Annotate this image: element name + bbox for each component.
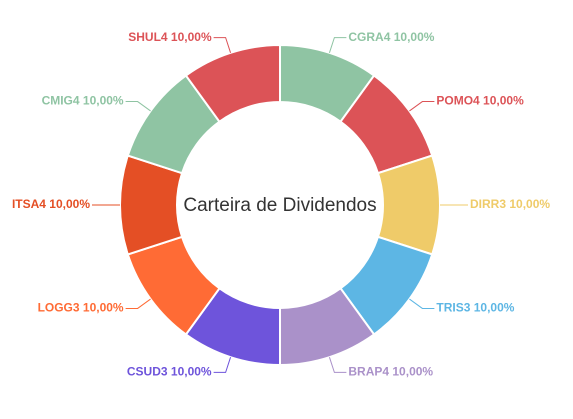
leader-line-logg3 [125,298,151,309]
leader-line-tris3 [409,298,435,309]
slice-label-cgra4: CGRA4 10,00% [348,30,434,44]
leader-line-shul4 [213,37,232,53]
leader-line-pomo4 [409,101,435,112]
leader-line-cmig4 [125,101,151,112]
slice-label-itsa4: ITSA4 10,00% [12,197,90,211]
chart-title: Carteira de Dividendos [183,195,376,216]
slice-label-shul4: SHUL4 10,00% [128,30,212,44]
slice-label-cmig4: CMIG4 10,00% [42,94,124,108]
slice-label-logg3: LOGG3 10,00% [38,301,124,315]
chart-labels: CGRA4 10,00% POMO4 10,00% DIRR3 10,00% TRIS… [12,30,550,379]
slice-shul4[interactable] [184,43,281,124]
chart-slices [119,43,441,367]
leader-line-cgra4 [328,37,347,53]
leader-line-csud3 [213,357,232,373]
leader-line-brap4 [328,357,347,373]
chart-leader-lines [92,37,468,373]
slice-label-pomo4: POMO4 10,00% [436,94,524,108]
slice-label-csud3: CSUD3 10,00% [127,365,212,379]
slice-label-tris3: TRIS3 10,00% [436,301,514,315]
slice-label-dirr3: DIRR3 10,00% [470,197,550,211]
slice-label-brap4: BRAP4 10,00% [348,365,433,379]
